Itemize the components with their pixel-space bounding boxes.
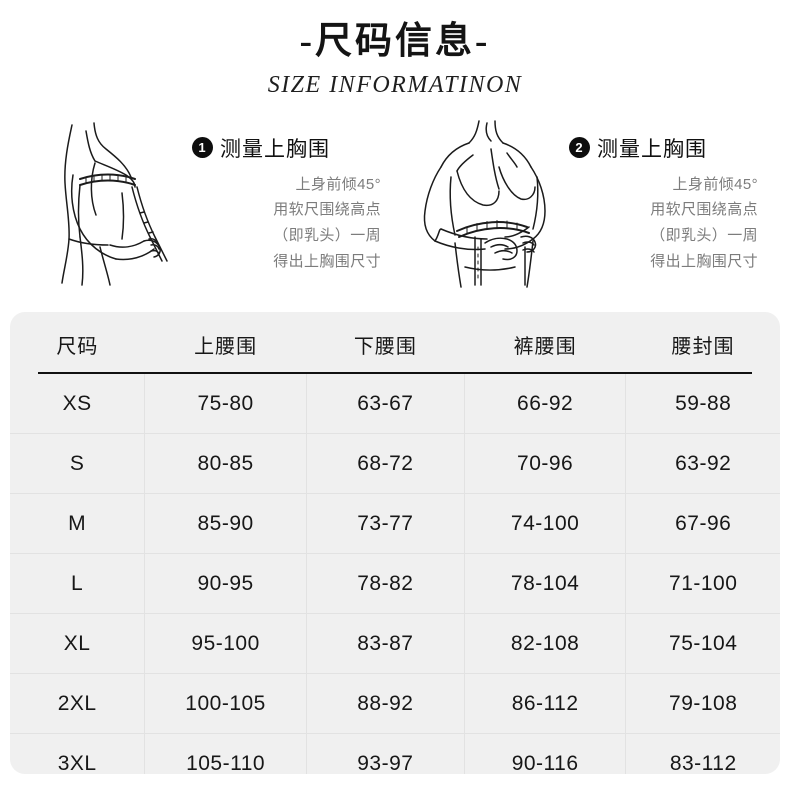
title-block: -尺码信息- SIZE INFORMATINON: [0, 0, 790, 99]
cell-upper-waist: 100-105: [144, 673, 307, 734]
size-table-body: XS 75-80 63-67 66-92 59-88 S 80-85 68-72…: [10, 374, 780, 774]
table-row: M 85-90 73-77 74-100 67-96: [10, 493, 780, 554]
measurement-step-1: 1 测量上胸围 上身前倾45° 用软尺围绕高点 （即乳头）一周 得出上胸围尺寸: [18, 117, 395, 289]
step-1-text: 1 测量上胸围 上身前倾45° 用软尺围绕高点 （即乳头）一周 得出上胸围尺寸: [192, 117, 395, 275]
step-1-detail-lines: 上身前倾45° 用软尺围绕高点 （即乳头）一周 得出上胸围尺寸: [192, 172, 395, 275]
cell-pant-waist: 70-96: [464, 433, 627, 494]
measurement-step-2: 2 测量上胸围 上身前倾45° 用软尺围绕高点 （即乳头）一周 得出上胸围尺寸: [395, 117, 772, 289]
cell-upper-waist: 75-80: [144, 374, 307, 434]
cell-lower-waist: 73-77: [306, 493, 465, 554]
step-2-line-4: 得出上胸围尺寸: [650, 253, 758, 271]
table-row: S 80-85 68-72 70-96 63-92: [10, 433, 780, 494]
cell-pant-waist: 86-112: [464, 673, 627, 734]
step-2-heading: 2 测量上胸围: [569, 133, 772, 163]
step-1-heading: 1 测量上胸围: [192, 133, 395, 163]
cell-lower-waist: 88-92: [306, 673, 465, 734]
size-table: 尺码 上腰围 下腰围 裤腰围 腰封围 XS 75-80 63-67 6: [10, 312, 780, 774]
column-header-lower-waist: 下腰围: [353, 335, 417, 358]
step-1-badge: 1: [192, 137, 213, 159]
cell-size: XS: [10, 374, 146, 434]
cell-pant-waist: 90-116: [464, 733, 627, 774]
step-1-line-2: 用软尺围绕高点: [273, 201, 381, 219]
cell-size: M: [10, 493, 146, 554]
step-2-badge: 2: [569, 137, 590, 159]
step-1-heading-label: 测量上胸围: [220, 137, 330, 161]
step-2-line-1: 上身前倾45°: [672, 175, 758, 193]
cell-waist-cincher: 71-100: [625, 553, 780, 614]
front-view-underbust-measure-icon: [395, 117, 565, 289]
cell-size: XL: [10, 613, 146, 674]
cell-upper-waist: 80-85: [144, 433, 307, 494]
cell-pant-waist: 66-92: [464, 374, 627, 434]
step-2-heading-label: 测量上胸围: [597, 137, 707, 161]
cell-waist-cincher: 79-108: [625, 673, 780, 734]
measurement-steps: 1 测量上胸围 上身前倾45° 用软尺围绕高点 （即乳头）一周 得出上胸围尺寸: [0, 117, 790, 289]
step-2-detail-lines: 上身前倾45° 用软尺围绕高点 （即乳头）一周 得出上胸围尺寸: [569, 172, 772, 275]
step-2-line-3: （即乳头）一周: [650, 227, 758, 245]
side-view-bust-measure-icon: [18, 117, 188, 289]
column-header-size: 尺码: [56, 335, 99, 358]
cell-lower-waist: 68-72: [306, 433, 465, 494]
cell-upper-waist: 105-110: [144, 733, 307, 774]
cell-lower-waist: 83-87: [306, 613, 465, 674]
page-subtitle: SIZE INFORMATINON: [267, 71, 523, 98]
cell-waist-cincher: 59-88: [675, 391, 732, 415]
column-header-pant-waist: 裤腰围: [513, 335, 577, 358]
cell-waist-cincher: 75-104: [625, 613, 780, 674]
cell-upper-waist: 85-90: [144, 493, 307, 554]
cell-pant-waist: 78-104: [464, 553, 627, 614]
size-table-header-row: 尺码 上腰围 下腰围 裤腰围 腰封围: [10, 312, 780, 371]
page-title: -尺码信息-: [299, 21, 491, 62]
cell-size: S: [10, 433, 146, 494]
cell-lower-waist: 93-97: [306, 733, 465, 774]
cell-waist-cincher: 83-112: [625, 733, 780, 774]
cell-upper-waist: 95-100: [144, 613, 307, 674]
step-1-line-4: 得出上胸围尺寸: [273, 253, 381, 271]
cell-size: 3XL: [10, 733, 146, 774]
header-rule-cell: [10, 371, 780, 374]
step-1-line-1: 上身前倾45°: [295, 175, 381, 193]
size-table-panel: 尺码 上腰围 下腰围 裤腰围 腰封围 XS 75-80 63-67 6: [10, 312, 780, 774]
cell-upper-waist: 90-95: [144, 553, 307, 614]
table-row: XS 75-80 63-67 66-92 59-88: [10, 374, 780, 434]
table-row: XL 95-100 83-87 82-108 75-104: [10, 613, 780, 674]
cell-size: 2XL: [10, 673, 146, 734]
table-row: 2XL 100-105 88-92 86-112 79-108: [10, 673, 780, 734]
step-2-line-2: 用软尺围绕高点: [650, 201, 758, 219]
column-header-waist-cincher: 腰封围: [671, 335, 735, 358]
cell-lower-waist: 63-67: [306, 374, 465, 434]
table-row: L 90-95 78-82 78-104 71-100: [10, 553, 780, 614]
header-rule: [38, 371, 752, 374]
size-table-head: 尺码 上腰围 下腰围 裤腰围 腰封围: [10, 312, 780, 374]
cell-pant-waist: 74-100: [464, 493, 627, 554]
column-header-upper-waist: 上腰围: [194, 335, 258, 358]
cell-pant-waist: 82-108: [464, 613, 627, 674]
cell-size: L: [10, 553, 146, 614]
step-1-line-3: （即乳头）一周: [273, 227, 381, 245]
cell-lower-waist: 78-82: [306, 553, 465, 614]
cell-waist-cincher: 63-92: [625, 433, 780, 494]
step-2-text: 2 测量上胸围 上身前倾45° 用软尺围绕高点 （即乳头）一周 得出上胸围尺寸: [569, 117, 772, 275]
header-rule-row: [10, 371, 780, 374]
cell-waist-cincher: 67-96: [625, 493, 780, 554]
table-row: 3XL 105-110 93-97 90-116 83-112: [10, 733, 780, 774]
